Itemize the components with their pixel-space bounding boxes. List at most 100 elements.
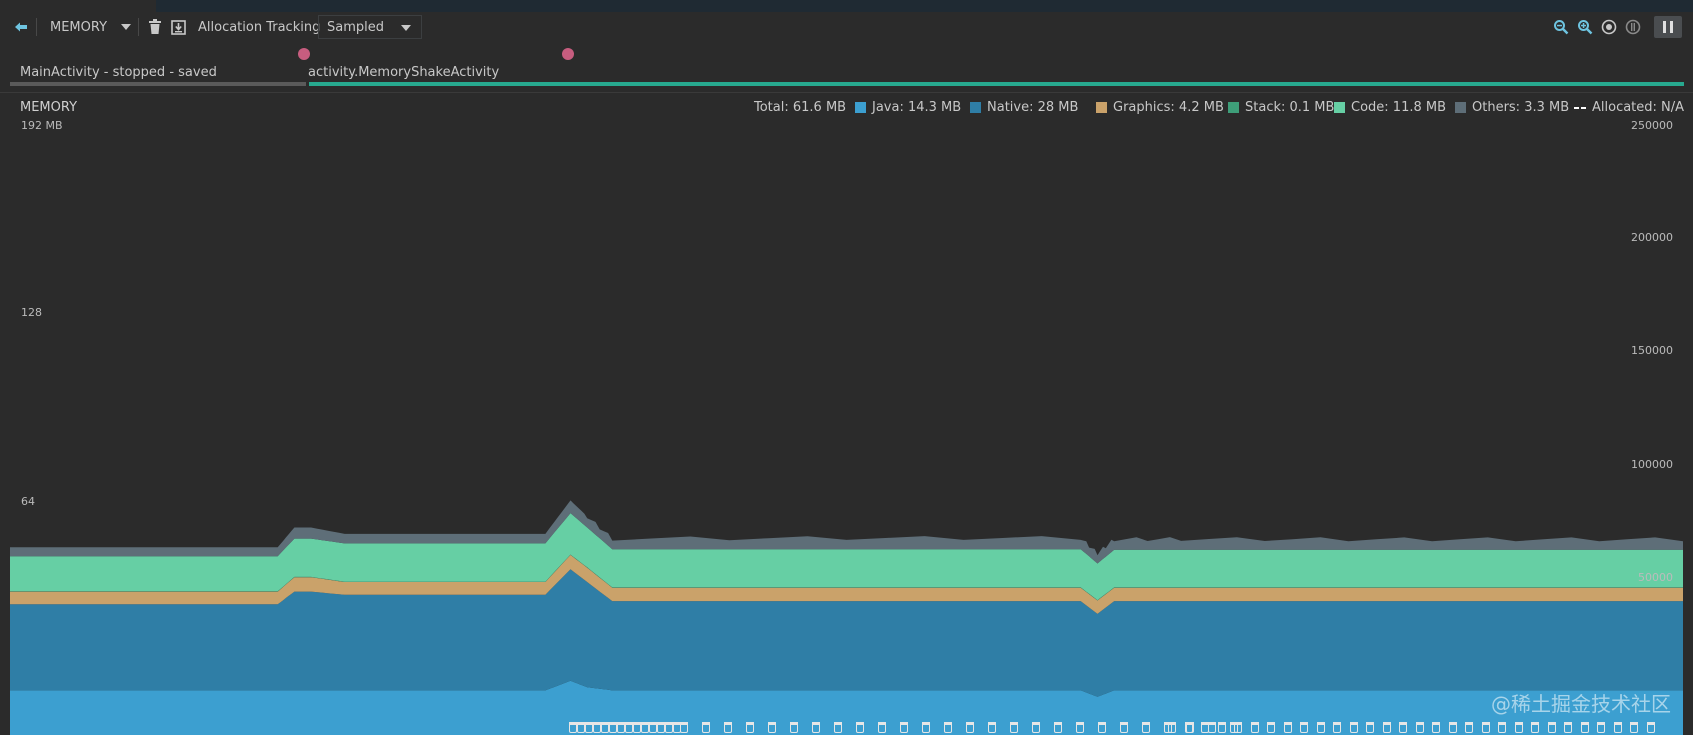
gc-event-icon[interactable] [1366,722,1374,733]
gc-event-icon[interactable] [1316,722,1325,733]
gc-event-icon[interactable] [1142,722,1150,733]
gc-event-icon[interactable] [944,722,952,733]
gc-event-icon[interactable] [1531,722,1539,733]
gc-event-icon[interactable] [633,722,641,733]
gc-event-icon[interactable] [641,722,649,733]
activity-bar-main[interactable] [10,82,306,86]
right-axis-label-250000: 250000 [1631,119,1673,132]
gc-event-icon[interactable] [922,722,930,733]
gc-event-icon[interactable] [649,722,657,733]
gc-event-icon[interactable] [665,722,673,733]
gc-event-icon[interactable] [617,722,625,733]
area-series-native [10,569,1683,697]
gc-event-icon[interactable] [1465,722,1473,733]
gc-event-icon[interactable] [1613,722,1622,733]
gc-event-icon[interactable] [790,722,798,733]
heap-dump-icon [171,19,186,35]
gc-event-icon[interactable] [577,722,585,733]
gc-event-icon[interactable] [768,722,776,733]
gc-event-track [0,715,1693,735]
gc-event-icon[interactable] [724,722,732,733]
gc-event-icon[interactable] [812,722,820,733]
gc-event-icon[interactable] [657,722,665,733]
gc-event-icon[interactable] [1646,722,1655,733]
right-axis-label-200000: 200000 [1631,231,1673,244]
gc-event-icon[interactable] [593,722,601,733]
gc-event-icon[interactable] [1349,722,1358,733]
gc-event-icon[interactable] [609,722,617,733]
gc-event-icon[interactable] [1547,722,1556,733]
gc-event-icon[interactable] [1010,722,1018,733]
zoom-out-button[interactable] [1553,19,1569,35]
gc-event-icon[interactable] [1580,722,1589,733]
right-axis-label-150000: 150000 [1631,344,1673,357]
heap-dump-button[interactable] [171,12,186,42]
gc-event-icon[interactable] [1098,722,1106,733]
gc-event-icon[interactable] [1120,722,1128,733]
sampling-mode-dropdown[interactable]: Sampled [318,15,422,39]
profiler-selector[interactable]: MEMORY [50,12,132,42]
activity-label-main: MainActivity - stopped - saved [20,65,217,80]
gc-event-icon[interactable] [1267,722,1275,733]
gc-event-icon[interactable] [1234,722,1242,733]
legend-graphics-swatch [1096,102,1107,113]
zoom-out-icon [1554,20,1569,35]
active-window-tab[interactable] [0,0,156,12]
gc-event-icon[interactable] [625,722,633,733]
pause-button[interactable] [1654,16,1682,38]
gc-event-icon[interactable] [569,722,577,733]
gc-event-icon[interactable] [1217,722,1226,733]
gc-event-icon[interactable] [1184,722,1193,733]
gc-event-icon[interactable] [900,722,908,733]
gc-event-icon[interactable] [1448,722,1457,733]
go-live-button[interactable] [1625,19,1641,35]
gc-event-icon[interactable] [1432,722,1440,733]
gc-event-icon[interactable] [1283,722,1292,733]
legend-stack-text: Stack: 0.1 MB [1245,100,1335,115]
gc-event-icon[interactable] [1054,722,1062,733]
gc-event-icon[interactable] [702,722,710,733]
gc-event-icon[interactable] [834,722,842,733]
toolbar-divider [138,18,139,36]
activity-bar-shake[interactable] [309,82,1684,86]
gc-event-icon[interactable] [1076,722,1084,733]
gc-event-icon[interactable] [1597,722,1605,733]
gc-event-icon[interactable] [1201,722,1209,733]
legend-java-swatch [855,102,866,113]
gc-event-icon[interactable] [1250,722,1259,733]
area-series-graphics [10,554,1683,614]
gc-event-icon[interactable] [1032,722,1040,733]
zoom-in-button[interactable] [1577,19,1593,35]
profiler-toolbar: MEMORY Allocation Tracking Sampled [0,12,1693,43]
gc-event-icon[interactable] [1382,722,1391,733]
gc-event-icon[interactable] [601,722,609,733]
gc-event-icon[interactable] [1564,722,1572,733]
gc-event-icon[interactable] [1208,722,1216,733]
reset-zoom-icon [1601,19,1617,35]
reset-zoom-button[interactable] [1601,19,1617,35]
gc-event-icon[interactable] [1168,722,1176,733]
gc-event-icon[interactable] [988,722,996,733]
gc-event-icon[interactable] [1481,722,1490,733]
force-gc-button[interactable] [148,12,162,42]
gc-event-icon[interactable] [1415,722,1424,733]
gc-event-icon[interactable] [1630,722,1638,733]
gc-event-icon[interactable] [746,722,754,733]
gc-event-icon[interactable] [1514,722,1523,733]
back-arrow-icon [15,22,27,32]
touch-event-marker[interactable] [562,48,574,60]
gc-event-icon[interactable] [680,722,688,733]
gc-event-icon[interactable] [1333,722,1341,733]
gc-event-icon[interactable] [1498,722,1506,733]
gc-event-icon[interactable] [585,722,593,733]
gc-event-icon[interactable] [1300,722,1308,733]
gc-event-icon[interactable] [878,722,886,733]
chart-title: MEMORY [20,100,78,115]
legend-others-text: Others: 3.3 MB [1472,100,1570,115]
gc-event-icon[interactable] [856,722,864,733]
touch-event-marker[interactable] [298,48,310,60]
back-button[interactable] [14,12,28,42]
gc-event-icon[interactable] [966,722,974,733]
event-timeline: MainActivity - stopped - saved activity.… [0,42,1693,92]
gc-event-icon[interactable] [1399,722,1407,733]
